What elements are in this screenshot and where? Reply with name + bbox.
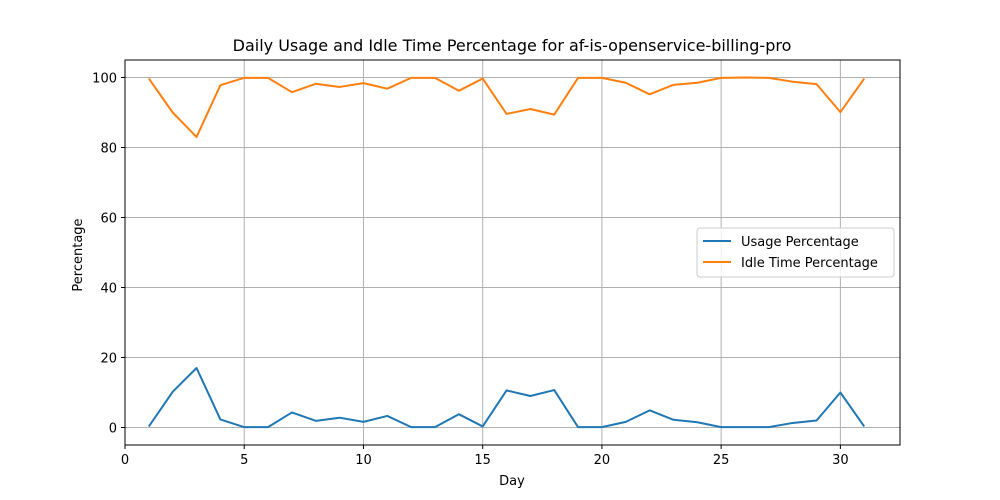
y-tick-label: 20	[100, 352, 117, 367]
legend-label-idle: Idle Time Percentage	[741, 256, 878, 271]
x-tick-label: 20	[594, 453, 611, 468]
legend-frame	[696, 227, 895, 278]
x-tick-label: 0	[121, 453, 129, 468]
legend: Usage Percentage Idle Time Percentage	[696, 227, 895, 278]
legend-label-usage: Usage Percentage	[741, 235, 859, 250]
chart-title: Daily Usage and Idle Time Percentage for…	[233, 36, 792, 55]
x-tick-label: 25	[713, 453, 730, 468]
plot-frame	[124, 59, 901, 446]
x-tick-label: 10	[355, 453, 372, 468]
y-tick-label: 60	[100, 212, 117, 227]
y-tick-label: 0	[109, 422, 117, 437]
x-tick-label: 5	[240, 453, 248, 468]
ticks-layer: 0 5 10 15 20 25 30 0 20 40 60 80 100	[92, 72, 848, 469]
x-tick-label: 30	[832, 453, 849, 468]
y-axis-label: Percentage	[71, 218, 86, 291]
y-tick-label: 80	[100, 142, 117, 157]
series-line-1	[148, 76, 866, 138]
series-line-0	[148, 367, 866, 429]
y-tick-label: 40	[100, 282, 117, 297]
series-layer	[148, 76, 866, 429]
x-axis-label: Day	[499, 474, 525, 489]
x-tick-label: 15	[474, 453, 491, 468]
y-tick-label: 100	[92, 72, 117, 87]
